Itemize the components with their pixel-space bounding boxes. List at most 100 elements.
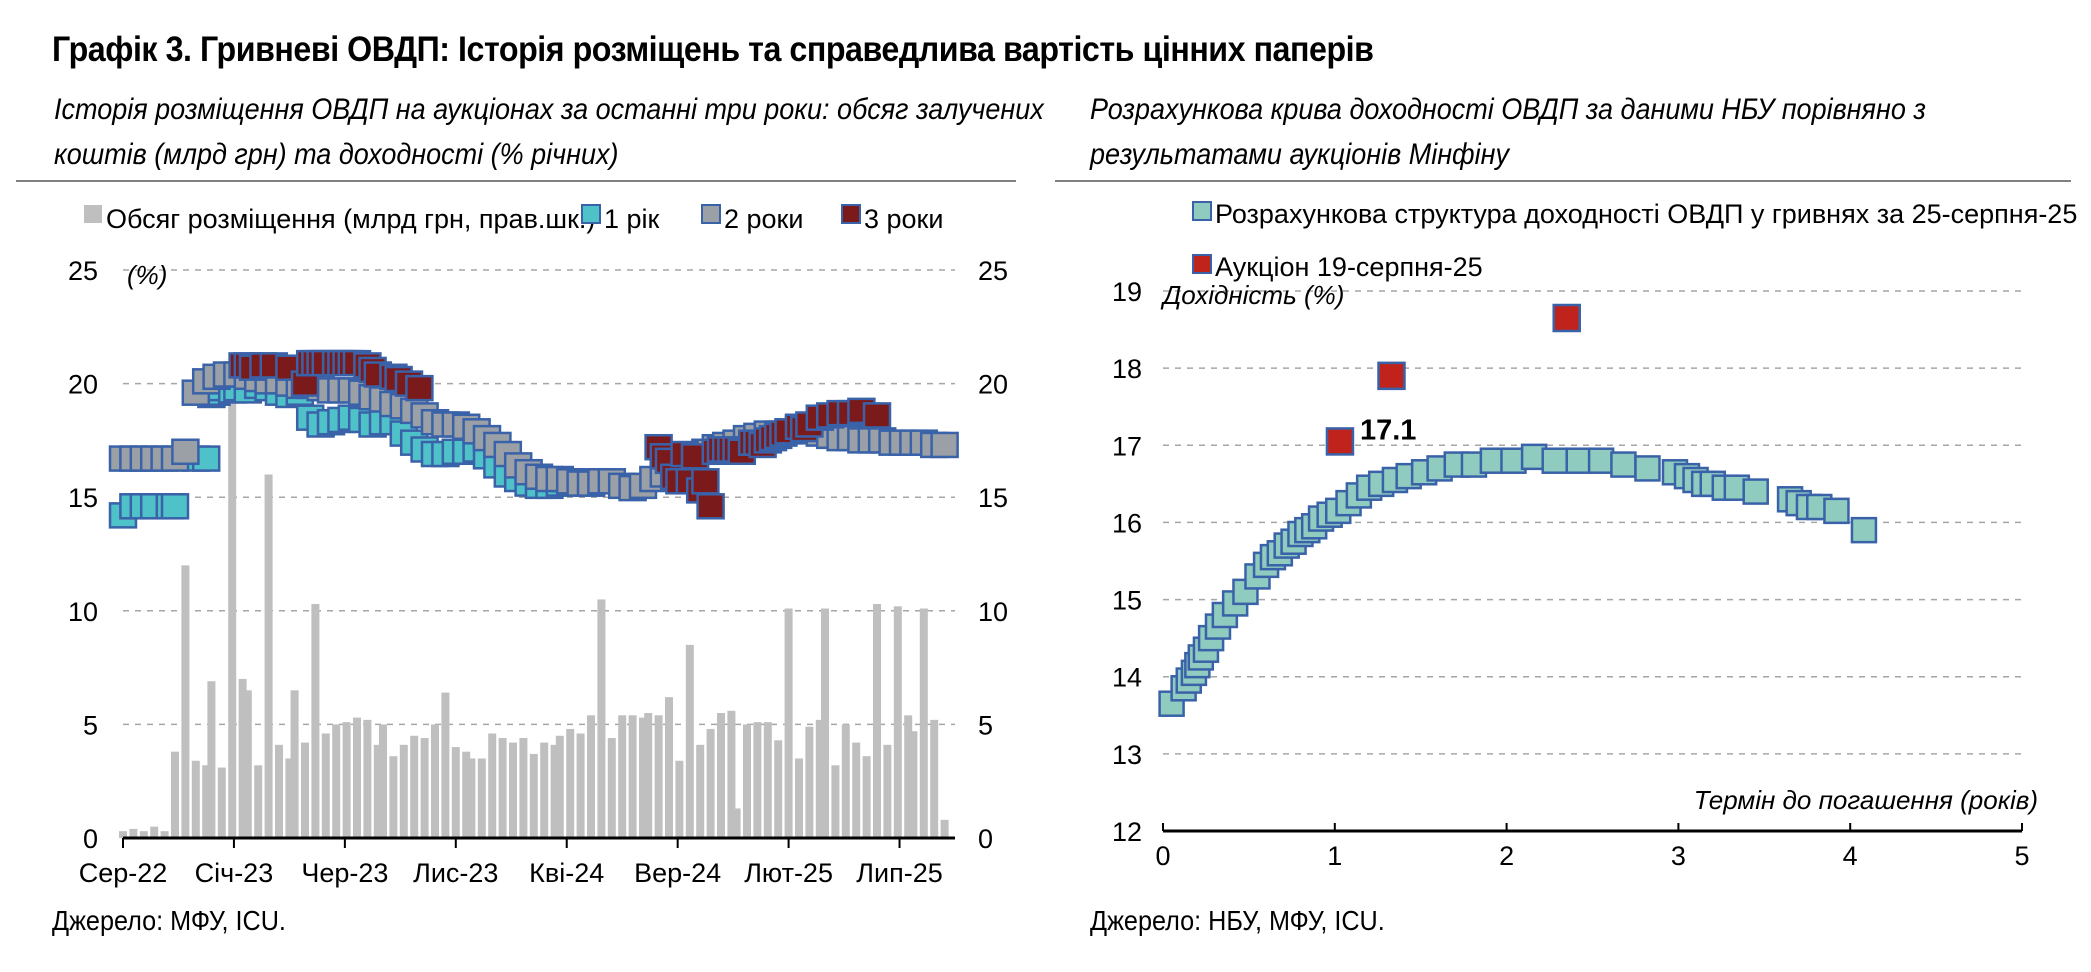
volume-bar xyxy=(862,756,871,838)
volume-bar xyxy=(207,681,216,838)
left-xtick-label: Січ-23 xyxy=(195,858,274,888)
volume-bar xyxy=(301,742,309,838)
yield-curve-point xyxy=(1742,478,1769,505)
left-y2tick-label: 5 xyxy=(978,710,993,740)
volume-bar xyxy=(477,758,486,838)
volume-bar xyxy=(451,747,460,838)
left-y2tick-label: 20 xyxy=(978,370,1008,400)
left-ytick-label: 5 xyxy=(83,710,98,740)
left-subtitle-line-1: Історія розміщення ОВДП на аукціонах за … xyxy=(54,93,1044,126)
volume-bar xyxy=(639,717,647,838)
yield-curve-point xyxy=(1634,455,1661,482)
volume-bar xyxy=(727,710,736,838)
yield-curve-point xyxy=(1587,447,1615,474)
yield-curve-point xyxy=(1565,447,1593,474)
right-xtick-label: 4 xyxy=(1843,841,1858,871)
volume-bar xyxy=(675,760,684,838)
volume-bar xyxy=(805,726,814,838)
right-ytick-label: 13 xyxy=(1112,740,1142,770)
yield-curve-point xyxy=(1850,516,1878,544)
volume-bar xyxy=(441,692,450,838)
volume-bar xyxy=(290,690,299,838)
left-xtick-label: Кві-24 xyxy=(529,858,604,888)
volume-bar xyxy=(321,733,330,838)
right-xtick-label: 3 xyxy=(1671,841,1686,871)
legend-2y-label: 2 роки xyxy=(724,204,803,234)
volume-bar xyxy=(217,767,226,838)
left-chart: 0 5 10 15 20 25 0 5 10 15 20 25 (%) Сер-22 Січ-23 Чер-2… xyxy=(68,204,1008,888)
volume-bar xyxy=(587,715,595,838)
legend-auction-label: Аукціон 19-серпня-25 xyxy=(1215,252,1483,282)
left-y2tick-label: 10 xyxy=(978,597,1008,627)
left-y2tick-label: 25 xyxy=(978,256,1008,286)
volume-bar xyxy=(665,697,673,838)
volume-bar xyxy=(753,722,762,838)
volume-bar xyxy=(389,756,398,838)
right-xtick-label: 1 xyxy=(1327,841,1342,871)
left-xtick-label: Сер-22 xyxy=(79,858,168,888)
volume-bar xyxy=(373,744,382,838)
auction-point xyxy=(1377,361,1406,391)
volume-bar xyxy=(930,719,939,838)
volume-bar xyxy=(332,724,341,838)
volume-bar xyxy=(129,828,138,838)
volume-bar xyxy=(550,744,559,838)
volume-bar xyxy=(353,717,361,838)
left-xtick-label: Лис-23 xyxy=(413,858,498,888)
left-source-note: Джерело: МФУ, ICU. xyxy=(52,905,286,936)
volume-bar xyxy=(254,765,263,838)
auction-value-label: 17.1 xyxy=(1360,414,1416,446)
volume-bar xyxy=(462,751,471,838)
left-chart-subtitle: Історія розміщення ОВДП на аукціонах за … xyxy=(54,87,1044,177)
volume-bar xyxy=(576,733,585,838)
volume-bar xyxy=(566,728,575,838)
left-ytick-label: 10 xyxy=(68,597,98,627)
volume-bar xyxy=(342,722,351,838)
legend-1y-label: 1 рік xyxy=(604,204,660,234)
right-xtick-label: 0 xyxy=(1155,841,1170,871)
volume-bar xyxy=(883,744,892,838)
volume-bar xyxy=(685,644,694,838)
left-yunit-label: (%) xyxy=(127,260,167,290)
yield-curve-point xyxy=(1541,447,1568,474)
volume-bar xyxy=(654,715,663,838)
legend-curve-swatch xyxy=(1192,201,1212,221)
left-xtick-label: Вер-24 xyxy=(634,858,721,888)
volume-bar xyxy=(264,474,273,838)
marker-3y xyxy=(405,374,434,402)
volume-bar xyxy=(379,724,387,838)
volume-bar xyxy=(555,735,564,838)
volume-bar xyxy=(618,715,627,838)
right-ytick-label: 18 xyxy=(1112,354,1142,384)
volume-bar xyxy=(815,719,824,838)
volume-bar xyxy=(509,742,517,838)
volume-bar xyxy=(243,690,252,838)
volume-bar xyxy=(717,713,725,838)
legend-3y-swatch xyxy=(841,204,861,224)
volume-bar xyxy=(893,606,902,838)
volume-bar xyxy=(202,765,211,838)
volume-bar xyxy=(420,738,429,838)
volume-bar xyxy=(399,744,408,838)
auction-point xyxy=(1552,303,1581,333)
volume-bar xyxy=(909,731,918,838)
volume-bar xyxy=(628,715,637,838)
legend-auction-swatch xyxy=(1192,254,1212,274)
volume-bar xyxy=(238,678,247,838)
left-xtick-label: Лип-25 xyxy=(856,858,942,888)
marker-1y xyxy=(160,493,190,520)
right-ylabel: Дохідність (%) xyxy=(1160,280,1344,310)
volume-bar xyxy=(841,724,850,838)
right-ytick-label: 12 xyxy=(1112,817,1142,847)
volume-bar xyxy=(732,808,741,838)
legend-1y-swatch xyxy=(581,204,601,224)
volume-bar xyxy=(171,751,179,838)
volume-bar xyxy=(743,724,751,838)
left-ytick-label: 20 xyxy=(68,370,98,400)
right-ytick-label: 17 xyxy=(1112,431,1142,461)
left-subtitle-line-2: коштів (млрд грн) та доходності (% річни… xyxy=(54,138,619,171)
volume-bar xyxy=(139,831,148,838)
volume-bar xyxy=(597,599,606,838)
